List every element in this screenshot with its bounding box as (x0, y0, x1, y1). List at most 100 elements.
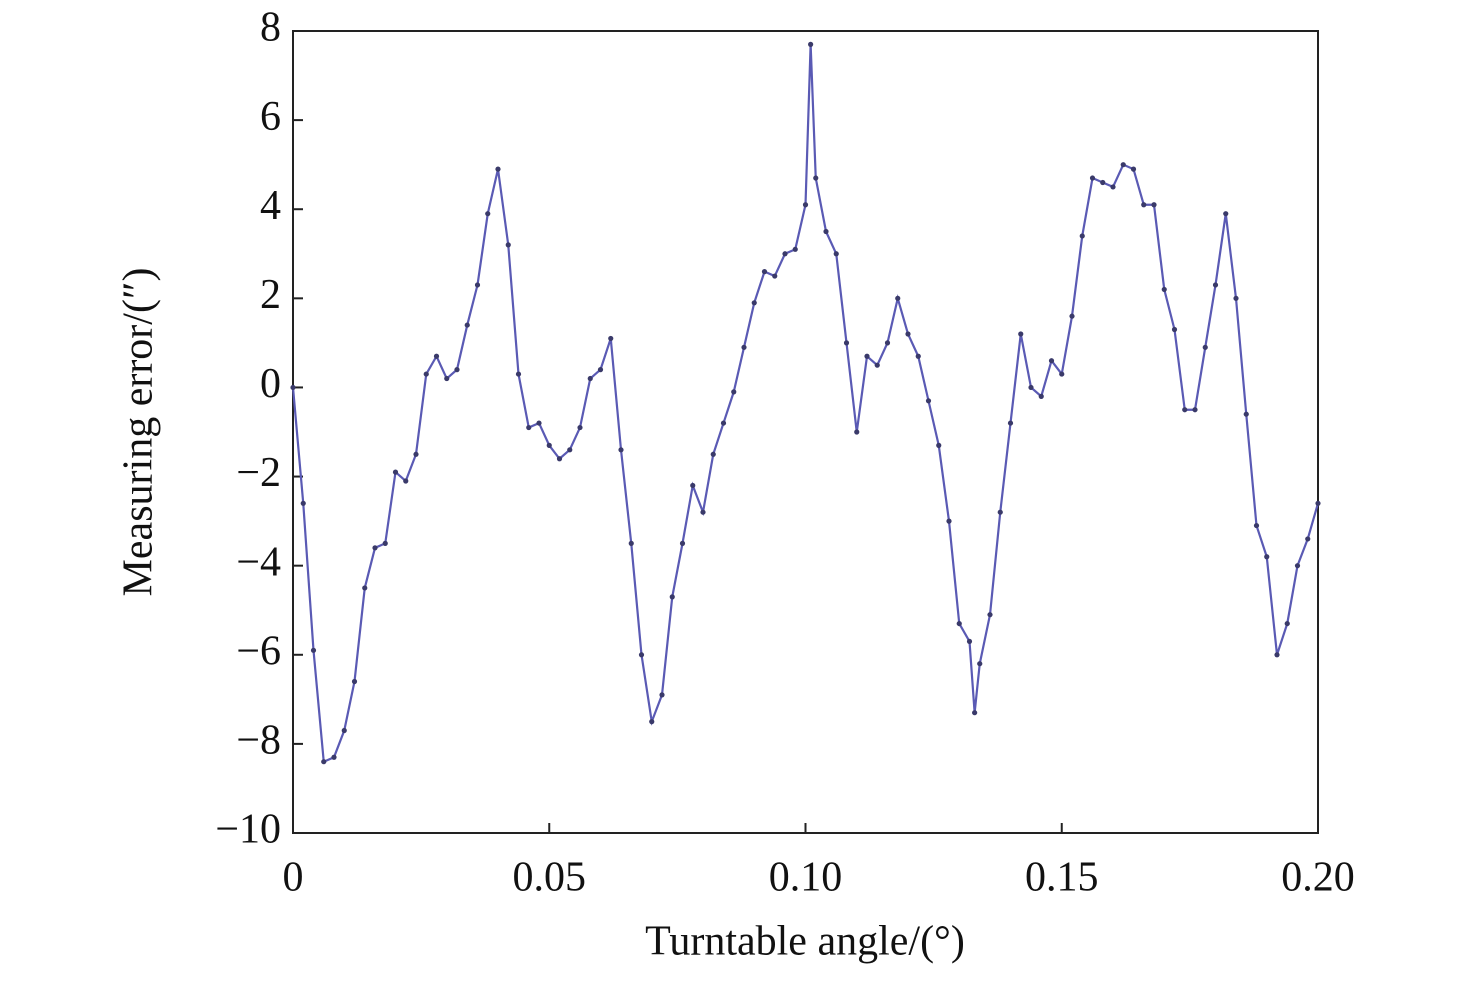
data-point (1130, 166, 1137, 172)
data-point (310, 647, 317, 653)
y-tick-label: 0 (260, 361, 281, 407)
data-point (1274, 652, 1280, 658)
data-point (1243, 411, 1249, 417)
plot-frame (292, 30, 1319, 834)
y-tick-label: −10 (215, 807, 281, 853)
y-tick-label: 6 (260, 94, 281, 140)
y-tick-label: 8 (260, 5, 281, 51)
y-tick-label: −6 (236, 628, 281, 674)
data-point (772, 273, 778, 279)
data-line (291, 44, 1320, 764)
data-point (628, 540, 634, 546)
data-point (874, 362, 880, 368)
data-point (915, 353, 921, 359)
data-point (1079, 233, 1085, 239)
data-point (761, 269, 768, 275)
data-point (444, 375, 450, 382)
data-point (1202, 344, 1208, 350)
data-point (1161, 286, 1167, 293)
data-point (392, 469, 399, 475)
y-tick-label: −4 (236, 539, 281, 585)
data-point (843, 340, 850, 346)
data-point (1007, 420, 1014, 426)
data-point (997, 509, 1003, 515)
data-point (782, 251, 788, 257)
data-point (300, 500, 306, 506)
data-point (1059, 371, 1065, 377)
data-point (474, 282, 481, 288)
data-point (966, 638, 973, 645)
y-axis-label: Measuring error/(″) (116, 268, 162, 597)
data-point (1284, 620, 1290, 627)
data-point (454, 367, 460, 373)
data-point (669, 594, 675, 600)
data-point (372, 545, 378, 551)
data-point (526, 424, 532, 431)
x-tick-label: 0.10 (769, 855, 843, 901)
y-tick-label: −2 (236, 450, 281, 496)
data-point (1264, 554, 1270, 560)
data-point (659, 692, 665, 698)
y-tick-label: −8 (236, 718, 281, 764)
data-point (423, 371, 429, 377)
data-point (956, 620, 962, 627)
data-point (403, 478, 409, 484)
data-point (382, 540, 388, 546)
data-point (536, 420, 542, 426)
data-point (351, 678, 358, 685)
data-point (1233, 295, 1239, 301)
data-point (1100, 179, 1106, 186)
data-point (720, 420, 727, 426)
data-point (546, 442, 552, 448)
data-point (433, 353, 440, 359)
data-point (1182, 407, 1188, 413)
data-point (987, 612, 993, 618)
data-point (1038, 393, 1044, 399)
data-point (1212, 282, 1219, 288)
data-point (1171, 326, 1178, 333)
data-point (638, 652, 645, 658)
x-tick-label: 0.15 (1025, 855, 1099, 901)
data-point (690, 482, 696, 489)
data-point (864, 353, 870, 359)
data-point (618, 447, 624, 453)
data-point (710, 451, 716, 457)
data-point (808, 41, 814, 47)
data-point (802, 202, 809, 208)
data-point (608, 335, 614, 342)
data-point (331, 754, 337, 760)
x-tick-label: 0.05 (513, 855, 587, 901)
data-point (505, 242, 511, 248)
data-point (972, 710, 978, 716)
data-point (1089, 175, 1096, 181)
y-tick-label: 4 (260, 183, 281, 229)
data-point (741, 344, 747, 350)
data-point (1151, 202, 1157, 208)
x-tick-label: 0 (283, 855, 304, 901)
data-point (1315, 500, 1321, 506)
data-point (515, 371, 522, 377)
data-point (679, 540, 686, 546)
data-point (567, 447, 573, 453)
data-point (556, 456, 563, 462)
data-point (485, 211, 491, 217)
data-point (1253, 522, 1260, 529)
data-point (362, 585, 368, 591)
data-point (813, 175, 819, 181)
data-point (833, 251, 839, 257)
x-tick-label: 0.20 (1281, 855, 1355, 901)
data-point (1192, 407, 1198, 413)
data-point (464, 322, 470, 328)
data-point (895, 295, 901, 301)
data-point (1294, 563, 1301, 569)
data-point (577, 424, 583, 431)
data-point (823, 228, 829, 235)
data-point (1069, 313, 1075, 319)
data-point (290, 384, 296, 391)
data-point (936, 442, 942, 448)
data-point (649, 719, 655, 725)
data-point (731, 389, 737, 395)
data-point (905, 331, 911, 337)
